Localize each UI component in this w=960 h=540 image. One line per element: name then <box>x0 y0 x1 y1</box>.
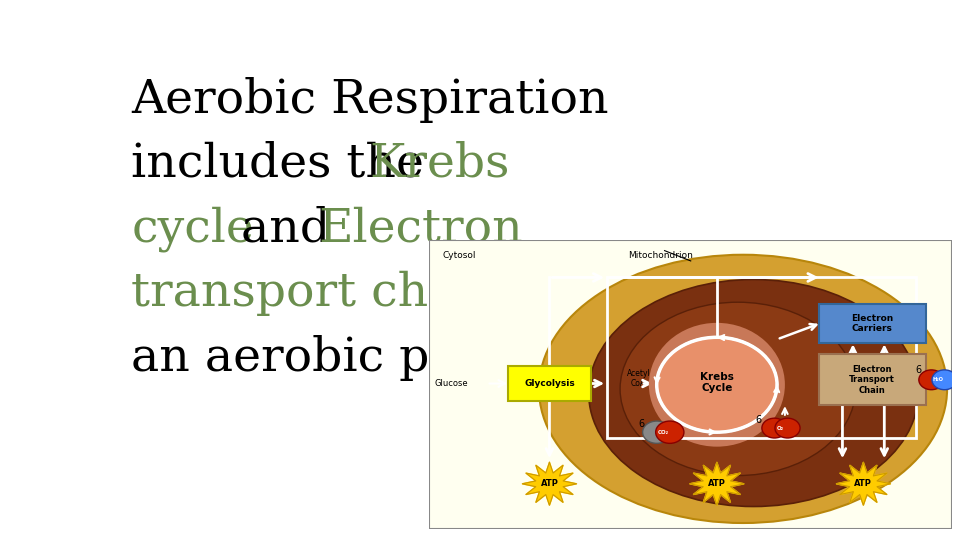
Text: 6: 6 <box>638 419 644 429</box>
Polygon shape <box>836 462 891 505</box>
Text: 6: 6 <box>915 365 922 375</box>
Text: an aerobic process: an aerobic process <box>132 335 584 381</box>
Ellipse shape <box>620 302 855 476</box>
Circle shape <box>932 370 957 390</box>
Circle shape <box>656 421 684 443</box>
Text: ATP: ATP <box>540 480 559 488</box>
Circle shape <box>919 370 944 390</box>
Text: Acetyl
CoA: Acetyl CoA <box>627 369 650 388</box>
Text: cycle: cycle <box>132 206 253 252</box>
Text: and is: and is <box>419 271 578 316</box>
Text: Electron
Transport
Chain: Electron Transport Chain <box>850 365 896 395</box>
Text: Aerobic Respiration: Aerobic Respiration <box>132 77 609 123</box>
Text: 6: 6 <box>756 415 762 425</box>
Circle shape <box>642 421 671 443</box>
Text: Electron
Carriers: Electron Carriers <box>852 314 894 333</box>
Text: Krebs: Krebs <box>370 141 510 187</box>
FancyBboxPatch shape <box>819 354 926 406</box>
Text: O₂: O₂ <box>778 426 784 430</box>
Ellipse shape <box>539 255 948 523</box>
Text: Krebs
Cycle: Krebs Cycle <box>700 372 733 394</box>
Polygon shape <box>689 462 744 505</box>
Circle shape <box>775 418 800 438</box>
Text: Glucose: Glucose <box>434 379 468 388</box>
FancyBboxPatch shape <box>508 366 591 401</box>
Text: includes the: includes the <box>132 141 439 187</box>
Bar <box>607 278 916 438</box>
Ellipse shape <box>588 280 919 507</box>
Circle shape <box>762 418 787 438</box>
Ellipse shape <box>649 323 785 447</box>
Text: transport chain: transport chain <box>132 271 502 316</box>
Text: and: and <box>227 206 346 252</box>
Text: H₂O: H₂O <box>933 377 944 382</box>
Text: Mitochondrion: Mitochondrion <box>628 251 693 260</box>
Circle shape <box>657 338 777 432</box>
Text: Electron: Electron <box>319 206 523 252</box>
Text: Glycolysis: Glycolysis <box>524 379 575 388</box>
Text: CO₂: CO₂ <box>658 430 669 435</box>
FancyBboxPatch shape <box>819 304 926 343</box>
Text: ATP: ATP <box>708 480 726 488</box>
Text: Cytosol: Cytosol <box>443 251 476 260</box>
Text: ATP: ATP <box>854 480 873 488</box>
Polygon shape <box>522 462 577 505</box>
